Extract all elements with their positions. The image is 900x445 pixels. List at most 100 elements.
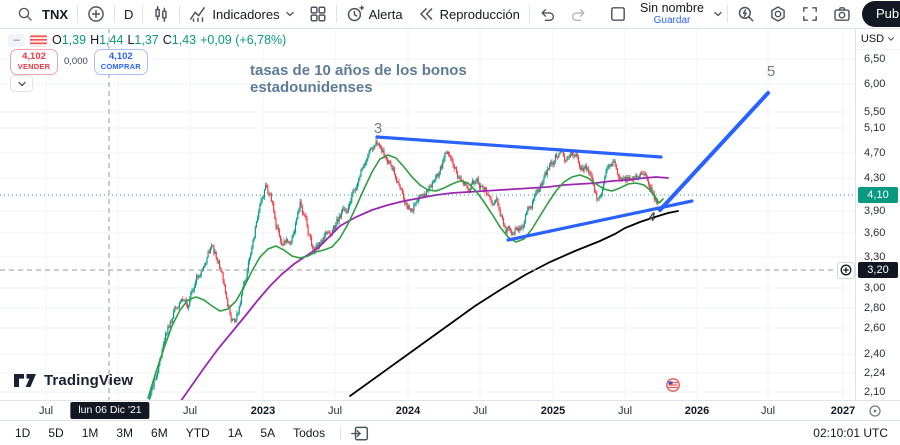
chart-style-button[interactable] (145, 5, 177, 23)
templates-grid-icon (310, 6, 326, 22)
symbol-name: TNX (42, 6, 68, 22)
price-tick: 2,40 (864, 347, 886, 360)
goto-date-icon (351, 426, 369, 441)
chart-title-annotation: tasas de 10 años de los bonos estadounid… (250, 62, 467, 96)
indicators-button[interactable]: Indicadores (182, 5, 301, 23)
search-icon (18, 7, 32, 21)
close-value: 1,43 (171, 33, 197, 47)
price-tick: 3,60 (864, 226, 886, 239)
add-alert-plus-button[interactable] (837, 261, 855, 279)
gear-icon (771, 6, 785, 22)
tradingview-logo[interactable]: TradingView (14, 372, 133, 389)
wave-label-4: 4 (648, 212, 656, 224)
alert-label: Alerta (368, 6, 403, 22)
camera-icon (834, 7, 850, 21)
range-button-1m[interactable]: 1M (81, 426, 99, 440)
time-label: 2024 (395, 405, 421, 417)
replay-icon (419, 8, 432, 20)
divider (77, 5, 78, 23)
range-button-3m[interactable]: 3M (116, 426, 134, 440)
collapse-panel-button[interactable] (10, 75, 33, 92)
redo-button[interactable] (563, 6, 594, 23)
layout-square-icon (611, 7, 625, 21)
divider (340, 426, 342, 440)
divider (726, 5, 728, 23)
goto-date-button[interactable] (347, 424, 373, 442)
current-price-badge: 4,10 (858, 187, 898, 203)
quick-search-button[interactable] (730, 5, 762, 23)
buy-button[interactable]: 4,102 COMPRAR (93, 49, 148, 75)
range-button-ytd[interactable]: YTD (185, 426, 210, 440)
trade-panel: 4,102 VENDER 0,000 4,102 COMPRAR (10, 49, 148, 75)
layout-select-button[interactable] (602, 5, 634, 23)
time-label: 2027 (830, 405, 856, 417)
range-button-1d[interactable]: 1D (15, 426, 31, 440)
price-tick: 2,24 (864, 366, 886, 379)
trendline-projection (658, 91, 770, 212)
price-tick: 2,60 (864, 321, 886, 334)
alert-clock-icon (347, 5, 364, 22)
currency-selector[interactable]: USD (856, 28, 900, 50)
save-button[interactable]: Guardar (653, 15, 691, 27)
range-button-5d[interactable]: 5D (48, 426, 64, 440)
price-tick: 4,70 (864, 146, 886, 159)
range-button-todos[interactable]: Todos (293, 426, 326, 440)
indicators-label: Indicadores (212, 6, 280, 22)
divider (179, 5, 181, 23)
divider (114, 5, 115, 23)
wave-label-5: 5 (767, 63, 775, 80)
long-term-trendline (349, 210, 679, 397)
symbol-legend: – O1,39 H1,44 L1,37 C1,43 +0,09 (+6,78%) (8, 33, 286, 47)
open-value: 1,39 (61, 33, 87, 47)
price-tick: 6,50 (864, 52, 886, 65)
price-tick: 3,90 (864, 204, 886, 217)
us-flag-icon (30, 33, 47, 47)
price-tick: 6,00 (864, 77, 886, 90)
time-label: 2023 (250, 405, 276, 417)
price-chart[interactable]: 3 4 5 (0, 28, 855, 400)
layout-name-block[interactable]: Sin nombre Guardar (634, 1, 725, 27)
bottom-toolbar: 1D 5D 1M 3M 6M YTD 1A 5A Todos 02:10:01 UTC (0, 421, 900, 445)
snapshot-button[interactable] (826, 5, 858, 23)
legend-hide-button[interactable]: – (8, 33, 25, 47)
fullscreen-button[interactable] (794, 5, 826, 23)
time-label: 2025 (540, 405, 566, 417)
time-axis[interactable]: 2027Jul2026Jul2025Jul2024Jul2023Jul2022J… (0, 400, 900, 421)
price-tick: 3,00 (864, 281, 886, 294)
price-axis[interactable]: USD 6,50 6,00 5,50 5,10 4,70 4,30 3,90 3,60 3,30… (837, 28, 900, 400)
top-toolbar: TNX D Indicadores Alerta Reprodu (0, 0, 900, 29)
high-value: 1,44 (99, 33, 124, 47)
plus-circle-icon (88, 6, 104, 22)
price-tick: 2,80 (864, 301, 886, 314)
symbol-search[interactable]: TNX (10, 6, 75, 22)
undo-button[interactable] (532, 6, 563, 23)
range-button-6m[interactable]: 6M (151, 426, 168, 440)
tradingview-logo-text: TradingView (44, 372, 134, 389)
clock-utc[interactable]: 02:10:01 UTC (813, 426, 888, 440)
range-button-1a[interactable]: 1A (227, 426, 243, 440)
chevron-down-icon (888, 36, 895, 41)
interval-button[interactable]: D (117, 7, 140, 22)
fullscreen-icon (803, 7, 817, 21)
sell-button[interactable]: 4,102 VENDER (10, 49, 58, 75)
change-value: +0,09 (+6,78%) (200, 33, 287, 47)
chevron-down-icon (714, 11, 722, 17)
candles-icon (155, 5, 168, 23)
compare-add-button[interactable] (80, 5, 112, 23)
range-button-5a[interactable]: 5A (260, 426, 276, 440)
price-tick: 5,50 (864, 105, 886, 118)
replay-button[interactable]: Reproducción (410, 5, 527, 23)
price-tick: 3,30 (864, 250, 886, 263)
quick-search-icon (738, 6, 754, 22)
publish-button[interactable]: Publ (861, 1, 900, 27)
alert-button[interactable]: Alerta (339, 5, 410, 23)
chevron-down-icon (285, 11, 294, 17)
price-tick: 4,30 (864, 171, 886, 184)
crosshair-price-badge: 3,20 (858, 261, 898, 278)
indicator-templates-button[interactable] (302, 5, 334, 23)
divider (528, 5, 530, 23)
settings-button[interactable] (762, 5, 794, 23)
us-event-icon[interactable] (666, 378, 680, 397)
axis-settings-icon[interactable] (868, 404, 882, 421)
